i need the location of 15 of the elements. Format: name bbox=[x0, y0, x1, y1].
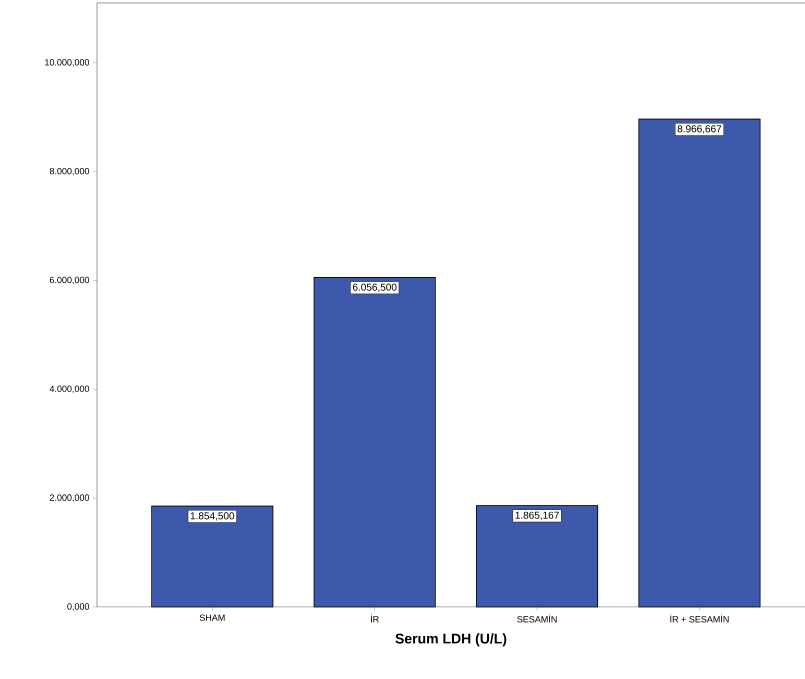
y-tick-label: 10.000,000 bbox=[45, 59, 90, 67]
y-tick-label: 0,000 bbox=[67, 603, 90, 611]
data-label: 6.056,500 bbox=[352, 284, 397, 292]
x-tick-label: SHAM bbox=[200, 614, 225, 621]
y-tick-label: 2.000,000 bbox=[50, 494, 90, 502]
y-tick-label: 8.000,000 bbox=[50, 168, 90, 176]
y-tick-label: 4.000,000 bbox=[50, 386, 90, 394]
data-label: 8.966,667 bbox=[678, 125, 722, 134]
x-tick-label: SESAMİN bbox=[517, 614, 557, 622]
data-label: 1.865,167 bbox=[516, 512, 559, 520]
x-tick-label: İR + SESAMİN bbox=[670, 614, 729, 622]
x-tick-label: İR bbox=[371, 614, 379, 622]
data-label: 1.854,500 bbox=[190, 512, 234, 521]
y-tick-label: 6.000,000 bbox=[50, 276, 90, 284]
x-axis-title: Serum LDH (U/L) bbox=[395, 633, 506, 646]
